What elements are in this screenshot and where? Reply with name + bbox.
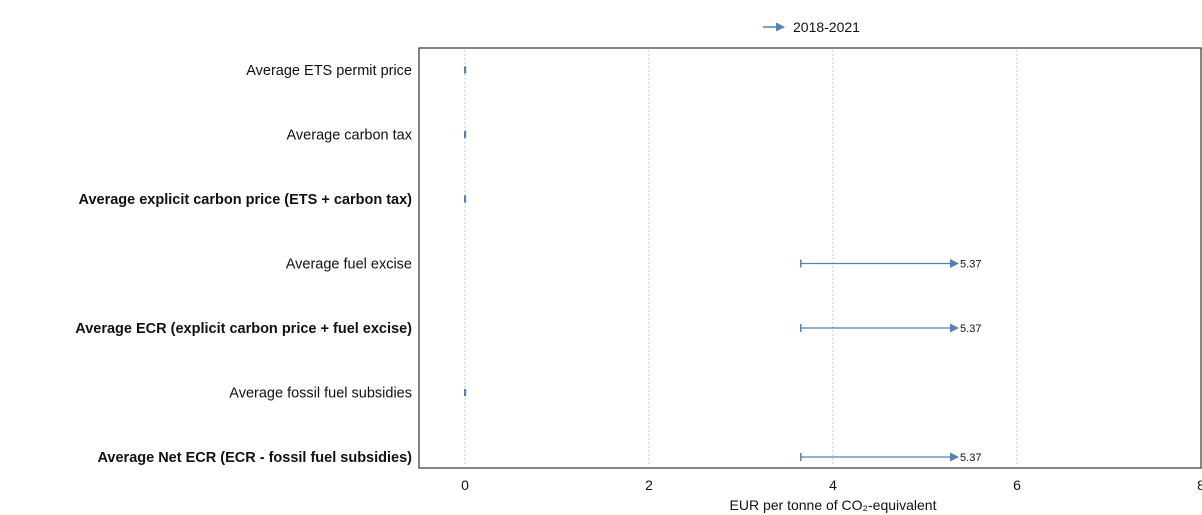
start-marker — [464, 389, 467, 396]
category-label: Average fuel excise — [286, 257, 412, 273]
data-label: 5.37 — [960, 323, 981, 335]
data-marks: 5.37 5.37 5.37 — [464, 66, 981, 464]
end-arrowhead — [950, 259, 960, 268]
category-labels: Average ETS permit price Average carbon t… — [75, 63, 412, 466]
x-tick-label: 8 — [1197, 477, 1202, 493]
end-arrowhead — [950, 323, 960, 333]
end-arrowhead — [950, 452, 960, 462]
x-axis-tick-labels: 0 2 4 6 8 — [461, 477, 1202, 493]
category-label: Average ETS permit price — [246, 63, 412, 79]
category-label: Average Net ECR (ECR - fossil fuel subsi… — [97, 450, 412, 466]
grid-lines — [464, 50, 1202, 466]
start-marker — [464, 131, 467, 138]
data-label: 5.37 — [960, 452, 981, 464]
x-tick-label: 4 — [829, 477, 837, 493]
legend-arrow-icon — [776, 22, 785, 32]
start-marker — [464, 195, 467, 203]
category-label: Average ECR (explicit carbon price + fue… — [75, 321, 412, 337]
category-label: Average explicit carbon price (ETS + car… — [79, 192, 413, 208]
category-label: Average fossil fuel subsidies — [229, 386, 412, 402]
data-label: 5.37 — [960, 259, 981, 271]
x-tick-label: 0 — [461, 477, 469, 493]
x-axis-title: EUR per tonne of CO₂-equivalent — [730, 497, 937, 513]
category-label: Average carbon tax — [287, 128, 413, 144]
plot-area — [418, 47, 1202, 469]
x-tick-label: 6 — [1013, 477, 1021, 493]
start-marker — [464, 66, 467, 74]
x-tick-label: 2 — [645, 477, 653, 493]
legend-label: 2018-2021 — [793, 19, 860, 35]
legend: 2018-2021 — [763, 19, 860, 35]
